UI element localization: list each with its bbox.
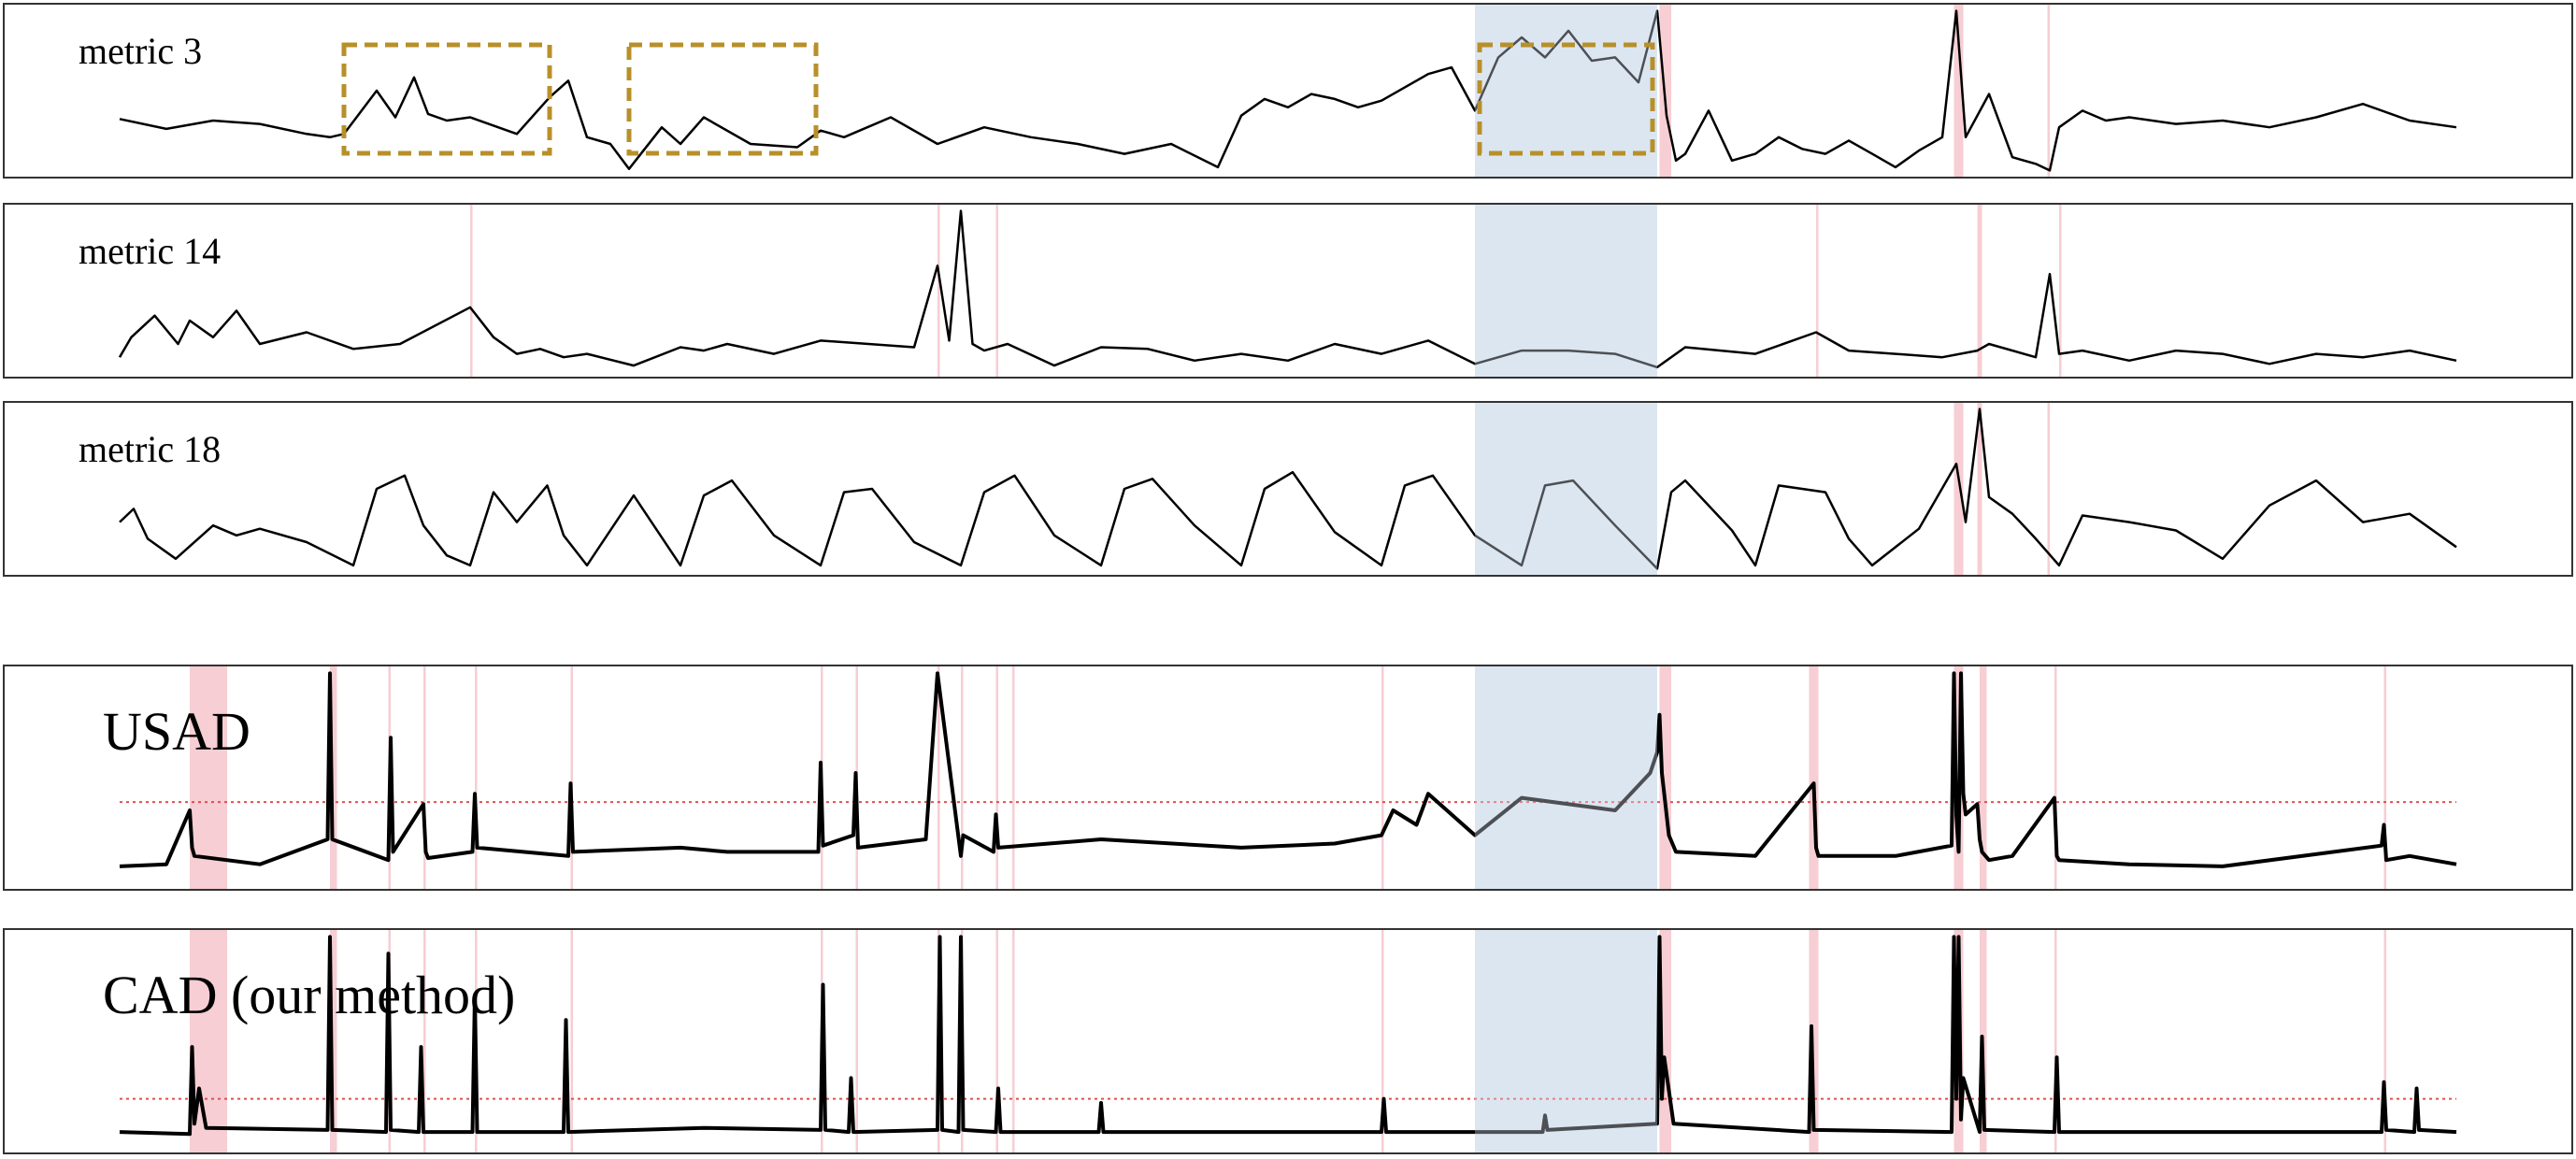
panel-frame xyxy=(3,928,2573,1154)
anomaly-region xyxy=(1012,929,1015,1153)
anomaly-region xyxy=(2054,929,2057,1153)
anomaly-region xyxy=(2047,4,2050,178)
series-line xyxy=(118,209,2457,369)
anomaly-region xyxy=(2047,402,2050,576)
panel-frame xyxy=(3,203,2573,379)
panel-5: CAD (our method) xyxy=(3,928,2573,1154)
panel-frame xyxy=(3,665,2573,891)
anomaly-region xyxy=(995,204,998,378)
expert-region-overlay xyxy=(1475,204,1657,378)
panel-3: metric 18 xyxy=(3,401,2573,577)
anomaly-region xyxy=(2054,665,2057,890)
anomaly-region xyxy=(995,929,998,1153)
anomaly-region xyxy=(330,665,337,890)
anomaly-region xyxy=(470,204,473,378)
anomaly-region xyxy=(1381,665,1384,890)
panel-label: metric 18 xyxy=(79,428,221,470)
panel-4: USAD xyxy=(3,665,2573,891)
panel-label: USAD xyxy=(103,701,250,762)
panel-frame xyxy=(3,3,2573,179)
expert-region xyxy=(1475,929,1657,1153)
panel-label: metric 14 xyxy=(79,230,221,272)
expert-region-overlay xyxy=(1475,929,1657,1153)
expert-region xyxy=(1475,665,1657,890)
series-line xyxy=(119,935,2457,1137)
anomaly-region xyxy=(1816,204,1819,378)
anomaly-region xyxy=(1977,204,1982,378)
anomaly-region xyxy=(2059,204,2062,378)
expert-region-overlay xyxy=(1475,4,1657,178)
expert-region-overlay xyxy=(1475,402,1657,576)
anomaly-region xyxy=(961,665,964,890)
highlight-box xyxy=(341,42,552,156)
anomaly-region xyxy=(1980,665,1987,890)
anomaly-region xyxy=(190,665,227,890)
panel-label: CAD (our method) xyxy=(103,965,515,1025)
anomaly-region xyxy=(1809,929,1819,1153)
anomaly-region xyxy=(570,665,573,890)
expert-region-overlay xyxy=(1475,665,1657,890)
anomaly-region xyxy=(475,665,478,890)
anomaly-region xyxy=(2383,665,2386,890)
series-line xyxy=(119,671,2457,868)
anomaly-region xyxy=(1953,402,1964,576)
anomaly-region xyxy=(1809,665,1819,890)
anomaly-region xyxy=(995,665,998,890)
anomaly-region xyxy=(330,929,337,1153)
panel-frame xyxy=(3,401,2573,577)
anomaly-region xyxy=(937,204,940,378)
anomaly-region xyxy=(570,929,573,1153)
anomaly-region xyxy=(423,665,426,890)
expert-region xyxy=(1475,402,1657,576)
anomaly-region xyxy=(1012,665,1015,890)
highlight-box xyxy=(1477,42,1655,156)
panel-label: metric 3 xyxy=(79,30,202,72)
anomaly-region xyxy=(937,665,940,890)
series-line xyxy=(119,9,2457,172)
series-line xyxy=(119,408,2457,570)
anomaly-region xyxy=(2383,929,2386,1153)
panel-1: metric 3 xyxy=(3,3,2573,179)
highlight-box xyxy=(626,42,819,156)
anomaly-region xyxy=(855,929,858,1153)
panel-2: metric 14 xyxy=(3,203,2573,379)
panels: metric 3 metric 14 metric 18 USAD CAD (our m… xyxy=(3,3,2573,1154)
anomaly-region xyxy=(1381,929,1384,1153)
anomaly-region xyxy=(423,929,426,1153)
expert-region xyxy=(1475,204,1657,378)
anomaly-region xyxy=(1977,402,1982,576)
anomaly-region xyxy=(1953,4,1964,178)
